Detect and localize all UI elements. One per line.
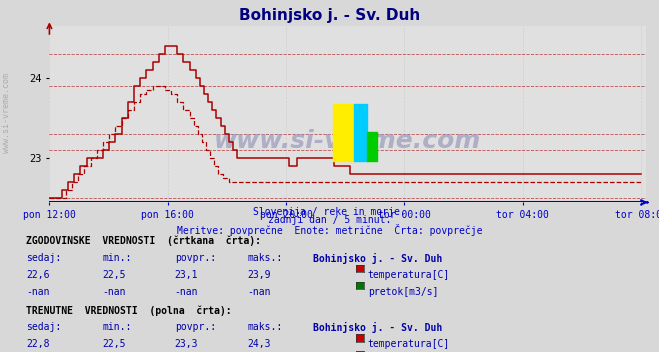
Text: 22,5: 22,5	[102, 339, 126, 349]
Text: www.si-vreme.com: www.si-vreme.com	[2, 73, 11, 153]
Text: 23,9: 23,9	[247, 270, 271, 279]
Text: 22,6: 22,6	[26, 270, 50, 279]
Text: 22,5: 22,5	[102, 270, 126, 279]
Text: 24,3: 24,3	[247, 339, 271, 349]
Text: temperatura[C]: temperatura[C]	[368, 270, 450, 279]
Text: Meritve: povprečne  Enote: metrične  Črta: povprečje: Meritve: povprečne Enote: metrične Črta:…	[177, 224, 482, 236]
Text: Slovenija / reke in morje.: Slovenija / reke in morje.	[253, 207, 406, 216]
Text: 23,3: 23,3	[175, 339, 198, 349]
Text: temperatura[C]: temperatura[C]	[368, 339, 450, 349]
Text: pretok[m3/s]: pretok[m3/s]	[368, 287, 438, 296]
Text: zadnji dan / 5 minut.: zadnji dan / 5 minut.	[268, 215, 391, 225]
Text: sedaj:: sedaj:	[26, 322, 61, 332]
Text: -nan: -nan	[247, 287, 271, 296]
Text: ZGODOVINSKE  VREDNOSTI  (črtkana  črta):: ZGODOVINSKE VREDNOSTI (črtkana črta):	[26, 236, 262, 246]
Text: Bohinjsko j. - Sv. Duh: Bohinjsko j. - Sv. Duh	[239, 8, 420, 23]
Text: 22,8: 22,8	[26, 339, 50, 349]
Text: -nan: -nan	[175, 287, 198, 296]
Text: -nan: -nan	[102, 287, 126, 296]
Text: povpr.:: povpr.:	[175, 322, 215, 332]
Text: Bohinjsko j. - Sv. Duh: Bohinjsko j. - Sv. Duh	[313, 253, 442, 264]
Text: sedaj:: sedaj:	[26, 253, 61, 263]
Text: min.:: min.:	[102, 253, 132, 263]
Text: www.si-vreme.com: www.si-vreme.com	[214, 129, 481, 153]
Text: 23,1: 23,1	[175, 270, 198, 279]
Text: TRENUTNE  VREDNOSTI  (polna  črta):: TRENUTNE VREDNOSTI (polna črta):	[26, 305, 232, 316]
Text: Bohinjsko j. - Sv. Duh: Bohinjsko j. - Sv. Duh	[313, 322, 442, 333]
Text: povpr.:: povpr.:	[175, 253, 215, 263]
Text: maks.:: maks.:	[247, 322, 282, 332]
Text: min.:: min.:	[102, 322, 132, 332]
Text: maks.:: maks.:	[247, 253, 282, 263]
Text: -nan: -nan	[26, 287, 50, 296]
